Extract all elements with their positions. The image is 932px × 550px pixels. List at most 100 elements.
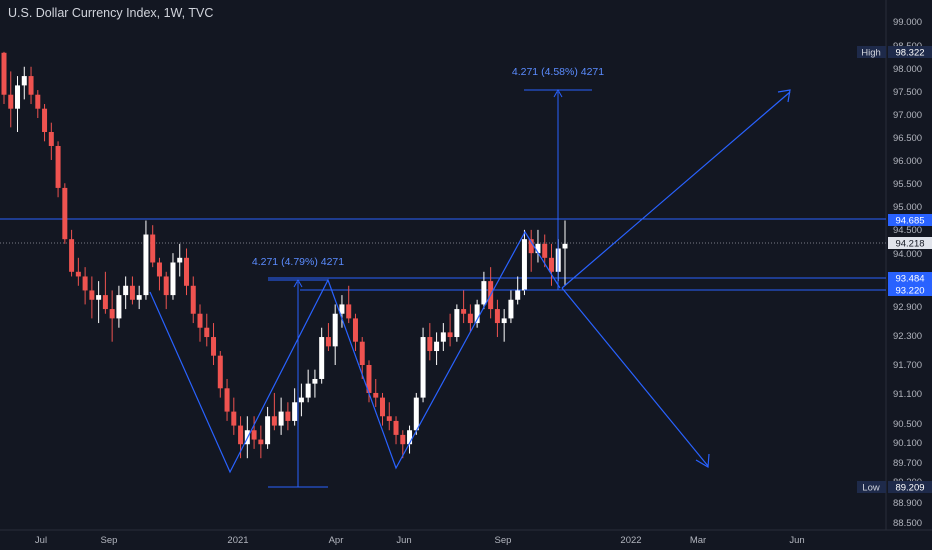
- candle-body: [528, 239, 534, 254]
- candle-body: [366, 364, 372, 393]
- candle-body: [48, 131, 54, 146]
- x-tick-label: Jun: [789, 535, 804, 546]
- measure-arrow: [553, 88, 563, 98]
- price-label-box: [888, 481, 932, 493]
- candle-body: [89, 290, 95, 300]
- candle-body: [150, 234, 156, 263]
- candle-body: [386, 416, 392, 421]
- y-tick-label: 92.300: [893, 331, 922, 342]
- candle-body: [562, 243, 568, 249]
- candle-body: [265, 416, 271, 445]
- candle-body: [521, 239, 527, 291]
- candle-body: [271, 416, 277, 426]
- candle-body: [346, 304, 352, 319]
- y-tick-label: 92.900: [893, 302, 922, 313]
- y-tick-label: 98.000: [893, 64, 922, 75]
- candle-body: [211, 337, 217, 356]
- candle-body: [380, 397, 386, 417]
- x-tick-label: Sep: [101, 535, 118, 546]
- y-tick-label: 97.500: [893, 87, 922, 98]
- y-tick-label: 88.900: [893, 498, 922, 509]
- candle-body: [224, 388, 230, 412]
- candle-body: [420, 337, 426, 398]
- candle-body: [461, 309, 467, 314]
- candle-body: [508, 299, 514, 319]
- candle-body: [163, 276, 169, 296]
- price-label-box: [888, 214, 932, 226]
- price-label-value: 89.209: [895, 483, 924, 494]
- candle-body: [217, 355, 223, 389]
- candle-body: [204, 327, 210, 338]
- candle-body: [440, 332, 446, 342]
- y-tick-label: 89.700: [893, 458, 922, 469]
- y-tick-label: 99.000: [893, 17, 922, 28]
- price-label-value: 94.685: [895, 216, 924, 227]
- candle-body: [393, 420, 399, 435]
- zigzag-pattern: [149, 230, 561, 474]
- candle-body: [251, 430, 257, 440]
- candle-body: [278, 411, 284, 426]
- measure-label: 4.271 (4.58%) 4271: [512, 66, 604, 78]
- candle-body: [535, 243, 541, 254]
- candle-body: [116, 295, 122, 319]
- x-tick-label: 2022: [620, 535, 641, 546]
- candle-body: [35, 94, 41, 109]
- candle-body: [231, 411, 237, 426]
- candle-body: [143, 234, 149, 296]
- candle-body: [75, 271, 81, 277]
- chart-title: U.S. Dollar Currency Index, 1W, TVC: [8, 6, 214, 20]
- candle-body: [447, 332, 453, 338]
- candle-body: [292, 402, 298, 421]
- candle-body: [69, 239, 75, 272]
- y-tick-label: 94.000: [893, 249, 922, 260]
- candle-body: [62, 187, 68, 240]
- candle-body: [542, 243, 548, 258]
- bullish-projection-line: [561, 91, 791, 289]
- measure2-arrow: [293, 278, 303, 288]
- y-tick-label: 96.500: [893, 133, 922, 144]
- measure2-label: 4.271 (4.79%) 4271: [252, 256, 344, 268]
- x-tick-label: Mar: [690, 535, 706, 546]
- x-tick-label: Apr: [329, 535, 344, 546]
- candle-body: [28, 76, 34, 95]
- candle-body: [373, 392, 379, 398]
- candle-body: [474, 304, 480, 324]
- candle-body: [501, 318, 507, 324]
- candle-body: [8, 94, 14, 109]
- y-tick-label: 90.100: [893, 438, 922, 449]
- candle-body: [42, 108, 48, 132]
- candle-body: [427, 337, 433, 352]
- price-label-value: 94.218: [895, 239, 924, 250]
- candle-body: [339, 304, 345, 314]
- candle-body: [1, 52, 7, 95]
- y-tick-label: 96.000: [893, 156, 922, 167]
- candle-body: [298, 397, 304, 403]
- candle-body: [177, 257, 183, 263]
- candle-body: [21, 76, 27, 86]
- y-tick-label: 95.500: [893, 179, 922, 190]
- price-label-box: [888, 237, 932, 249]
- candle-body: [258, 439, 264, 445]
- candle-body: [197, 313, 203, 328]
- candle-body: [359, 341, 365, 365]
- candle-body: [548, 257, 554, 272]
- x-tick-label: Sep: [495, 535, 512, 546]
- candle-body: [123, 285, 129, 296]
- candle-body: [102, 295, 108, 310]
- y-tick-label: 91.100: [893, 389, 922, 400]
- y-tick-label: 90.500: [893, 419, 922, 430]
- price-label-box: [888, 284, 932, 296]
- price-label-tag-box: [857, 46, 886, 58]
- x-tick-label: 2021: [227, 535, 248, 546]
- candle-body: [285, 411, 291, 421]
- price-label-tag: Low: [862, 483, 880, 494]
- candle-body: [515, 290, 521, 300]
- y-tick-label: 94.500: [893, 225, 922, 236]
- candle-body: [400, 434, 406, 445]
- candle-body: [325, 337, 331, 347]
- candle-body: [96, 295, 102, 300]
- candle-body: [434, 341, 440, 352]
- price-label-value: 93.220: [895, 286, 924, 297]
- candle-body: [136, 295, 142, 300]
